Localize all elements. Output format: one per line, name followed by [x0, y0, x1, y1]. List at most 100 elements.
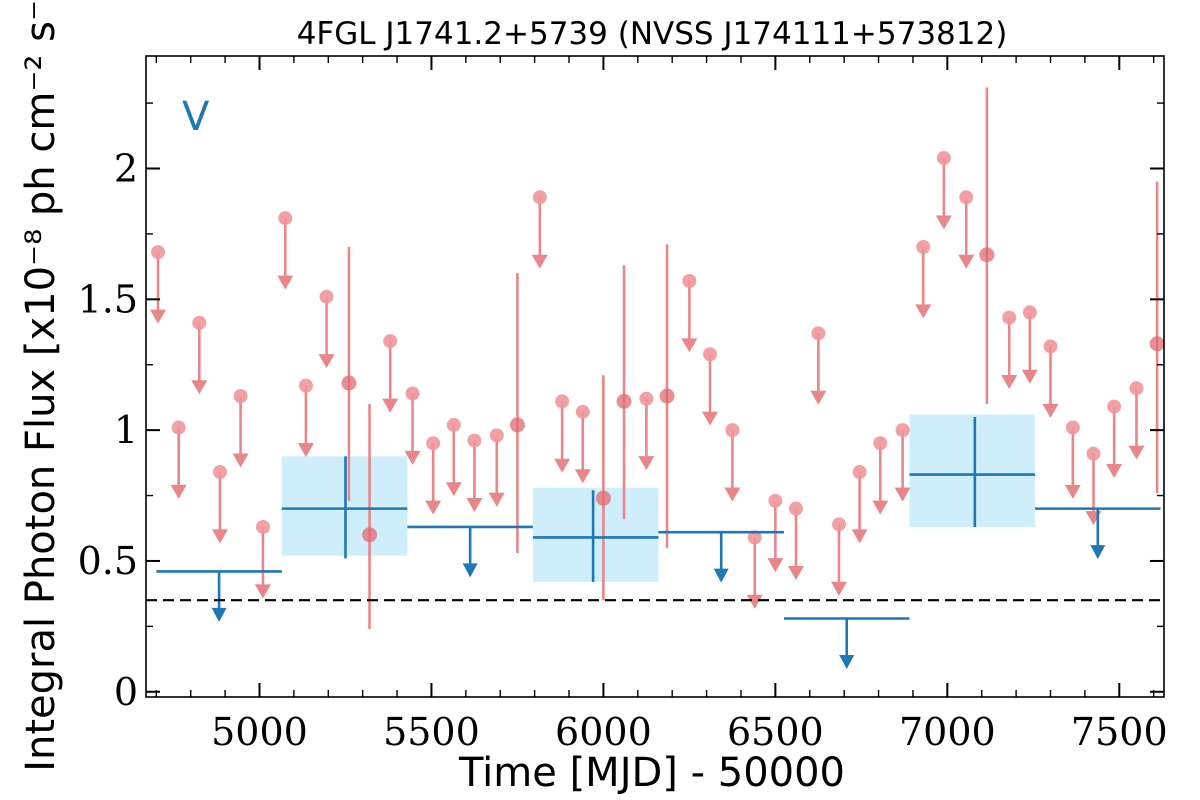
- coarse-upper-limit: [156, 570, 282, 622]
- fine-upper-limit-marker: [151, 245, 166, 260]
- fine-upper-limit: [445, 417, 462, 497]
- fine-upper-limit-arrow: [1021, 369, 1038, 384]
- chart-title: 4FGL J1741.2+5739 (NVSS J174111+573812): [297, 16, 1008, 52]
- fine-upper-limit-arrow: [935, 215, 952, 230]
- fine-upper-limit: [554, 394, 571, 473]
- fine-upper-limit-arrow: [382, 398, 399, 413]
- coarse-upper-limit-arrow: [713, 568, 729, 583]
- fine-upper-limit-arrow: [277, 275, 294, 290]
- fine-upper-limit-arrow: [425, 500, 442, 515]
- fine-upper-limit: [894, 423, 911, 502]
- fine-upper-limit-marker: [298, 378, 313, 393]
- fine-upper-limit: [297, 378, 314, 458]
- fine-upper-limit: [425, 436, 442, 515]
- fine-upper-limit: [382, 334, 399, 413]
- fine-detection-marker: [509, 417, 525, 433]
- fine-upper-limit: [1085, 446, 1102, 526]
- fine-upper-limit-marker: [1129, 381, 1144, 396]
- fine-upper-limit-marker: [192, 315, 207, 330]
- fine-upper-limit-arrow: [746, 594, 763, 609]
- fine-detection-marker: [979, 247, 995, 263]
- fine-upper-limit: [211, 464, 228, 544]
- fine-upper-limit-arrow: [872, 500, 889, 515]
- fine-upper-limit-marker: [1002, 310, 1017, 325]
- fine-upper-limit-arrow: [297, 443, 314, 458]
- fine-upper-limit-marker: [171, 420, 186, 435]
- fine-upper-limit: [1001, 310, 1018, 390]
- coarse-bin-points: [156, 417, 1161, 669]
- fine-upper-limit: [574, 404, 591, 484]
- y-tick-label: 0: [114, 670, 138, 714]
- fine-upper-limit-arrow: [554, 458, 571, 473]
- fine-upper-limit: [466, 433, 483, 513]
- fine-upper-limit: [638, 391, 655, 471]
- fine-upper-limit-arrow: [638, 456, 655, 471]
- fine-upper-limit: [170, 420, 187, 499]
- coarse-detection: [909, 417, 1036, 527]
- coarse-upper-limit: [783, 617, 910, 669]
- fine-upper-limit-arrow: [574, 469, 591, 484]
- fine-upper-limit-arrow: [466, 498, 483, 513]
- fine-upper-limit-marker: [255, 519, 270, 534]
- fine-upper-limit: [788, 501, 805, 581]
- fine-upper-limit-arrow: [1128, 445, 1145, 460]
- fine-upper-limit-arrow: [318, 354, 335, 369]
- fine-upper-limit-arrow: [191, 380, 208, 395]
- coarse-upper-limit-arrow: [1090, 545, 1106, 560]
- fine-upper-limit-marker: [747, 530, 762, 545]
- y-axis-label: Integral Photon Flux [x10⁻⁸ ph cm⁻² s⁻¹]: [18, 0, 64, 772]
- panel-label: V: [182, 94, 210, 140]
- fine-upper-limit: [488, 428, 505, 507]
- fine-upper-limit-marker: [446, 417, 461, 432]
- fine-upper-limit-arrow: [445, 482, 462, 497]
- fine-upper-limit: [232, 389, 249, 468]
- fine-upper-limit: [318, 289, 335, 369]
- fine-upper-limit-marker: [1022, 305, 1037, 320]
- fine-detection: [1149, 181, 1164, 493]
- fine-upper-limit: [915, 239, 932, 319]
- y-tick-label: 2: [114, 147, 138, 191]
- fine-upper-limit: [531, 190, 548, 269]
- fine-upper-limit-marker: [319, 289, 334, 304]
- fine-detection: [509, 273, 525, 554]
- fine-upper-limit-marker: [405, 386, 420, 401]
- fine-upper-limit-marker: [555, 394, 570, 409]
- fine-upper-limit-marker: [725, 423, 740, 438]
- fine-upper-limit-arrow: [958, 254, 975, 269]
- fine-upper-limit-arrow: [254, 584, 271, 599]
- axis-ticks: 5000 5500 6000 6500 7000 7500 0 0.5 1 1.5 2: [78, 56, 1168, 754]
- fine-upper-limit: [404, 386, 421, 465]
- fine-upper-limit-marker: [916, 239, 931, 254]
- fine-upper-limit-marker: [895, 423, 910, 438]
- coarse-detection: [532, 490, 659, 582]
- fine-upper-limit: [724, 423, 741, 502]
- fine-detection-marker: [659, 388, 675, 404]
- fine-upper-limit-arrow: [1106, 463, 1123, 478]
- fine-upper-limit-arrow: [830, 581, 847, 596]
- x-tick-label: 6000: [555, 710, 652, 754]
- fine-upper-limit-arrow: [1001, 375, 1018, 390]
- fine-upper-limit: [851, 464, 868, 544]
- plot-frame: [145, 55, 1165, 698]
- fine-detection: [595, 375, 611, 601]
- fine-upper-limit-arrow: [915, 304, 932, 319]
- fine-detection: [659, 244, 675, 548]
- fine-detection-marker: [616, 393, 632, 409]
- fine-upper-limit: [277, 211, 294, 290]
- coarse-upper-limit: [407, 525, 533, 578]
- coarse-detection: [281, 456, 408, 559]
- fine-upper-limit-marker: [811, 326, 826, 341]
- fine-upper-limit-arrow: [488, 492, 505, 507]
- fine-upper-limit-arrow: [1085, 511, 1102, 526]
- coarse-upper-limit: [1035, 507, 1161, 560]
- fine-upper-limit-marker: [1065, 420, 1080, 435]
- fine-upper-limit-marker: [852, 464, 867, 479]
- fine-upper-limit-arrow: [702, 411, 719, 426]
- y-tick-label: 1: [114, 408, 138, 452]
- x-tick-label: 7000: [899, 710, 996, 754]
- fine-upper-limit: [810, 326, 827, 405]
- fine-upper-limit-marker: [1043, 339, 1058, 354]
- fine-upper-limit-arrow: [788, 566, 805, 581]
- fine-upper-limit: [681, 274, 698, 353]
- fine-upper-limit-arrow: [531, 254, 548, 269]
